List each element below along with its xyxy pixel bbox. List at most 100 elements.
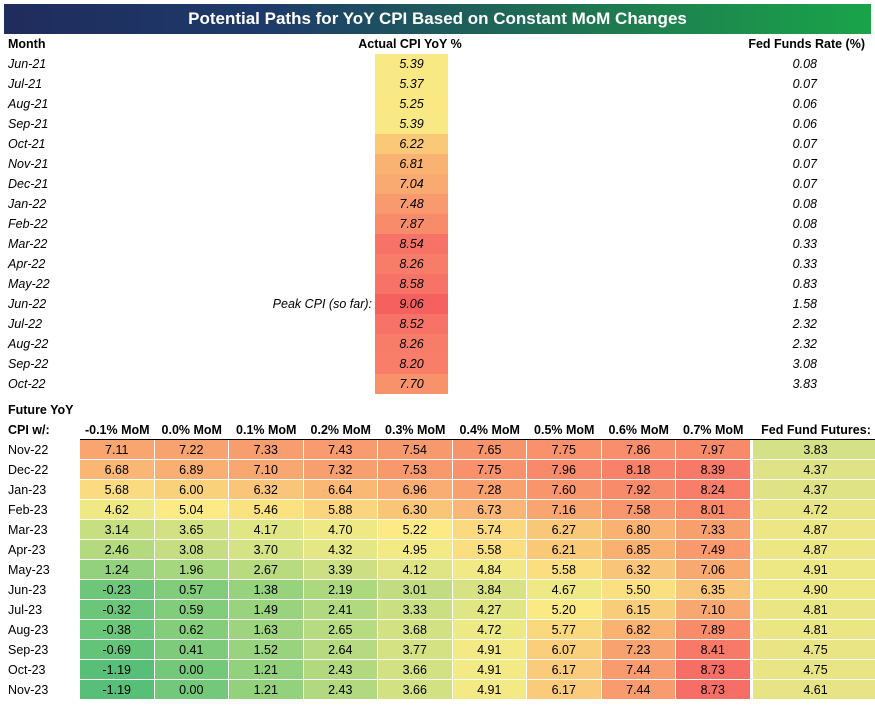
projected-cpi-cell: 3.84 <box>452 580 527 600</box>
projected-cpi-cell: 1.21 <box>229 680 304 700</box>
projected-cpi-cell: 7.32 <box>303 460 378 480</box>
projected-cpi-cell: 0.62 <box>154 620 229 640</box>
fed-funds-cell: 0.07 <box>792 137 817 151</box>
projected-cpi-cell: 6.21 <box>527 540 602 560</box>
projected-cpi-cell: 5.68 <box>80 480 155 500</box>
projected-cpi-cell: 6.17 <box>527 680 602 700</box>
actual-cpi-cell: 8.26 <box>375 334 448 354</box>
projected-cpi-cell: 5.50 <box>601 580 676 600</box>
projected-cpi-cell: 3.66 <box>378 680 453 700</box>
projected-cpi-cell: 1.21 <box>229 660 304 680</box>
projected-cpi-cell: 8.01 <box>676 500 751 520</box>
month-cell: Jul-22 <box>8 317 43 331</box>
table-row: Feb-22 7.87 0.08 <box>0 214 875 234</box>
fed-funds-cell: 2.32 <box>792 317 817 331</box>
actual-cpi-cell: 9.06 <box>375 294 448 314</box>
projected-cpi-cell: 7.89 <box>676 620 751 640</box>
projected-cpi-cell: 4.91 <box>452 640 527 660</box>
month-cell: Nov-23 <box>8 683 49 697</box>
mom-column-header: 0.1% MoM <box>236 423 297 437</box>
future-yoy-label: Future YoY <box>8 403 74 417</box>
projected-cpi-cell: 1.24 <box>80 560 155 580</box>
projected-cpi-cell: -0.23 <box>80 580 155 600</box>
projected-cpi-cell: 6.15 <box>601 600 676 620</box>
projected-cpi-cell: 6.30 <box>378 500 453 520</box>
projected-cpi-cell: 7.54 <box>378 440 453 460</box>
projected-cpi-cell: 5.46 <box>229 500 304 520</box>
actual-cpi-cell: 7.48 <box>375 194 448 214</box>
projected-cpi-cell: 7.43 <box>303 440 378 460</box>
projected-cpi-cell: 6.32 <box>229 480 304 500</box>
month-cell: Jun-22 <box>8 297 47 311</box>
table-row: Oct-23 -1.19 0.00 1.21 2.43 3.66 4.91 6.17 7.44 8… <box>0 660 875 680</box>
fed-fund-futures-cell: 4.91 <box>752 560 875 580</box>
fed-fund-futures-cell: 4.37 <box>752 460 875 480</box>
mom-column-header: 0.4% MoM <box>459 423 520 437</box>
projected-cpi-cell: 6.73 <box>452 500 527 520</box>
fed-funds-cell: 0.83 <box>792 277 817 291</box>
mom-column-header: 0.3% MoM <box>385 423 446 437</box>
projected-cpi-cell: 7.75 <box>527 440 602 460</box>
projected-cpi-cell: 8.18 <box>601 460 676 480</box>
projected-cpi-cell: 0.59 <box>154 600 229 620</box>
fed-fund-futures-cell: 4.90 <box>752 580 875 600</box>
fed-fund-futures-cell: 4.81 <box>752 620 875 640</box>
fed-funds-cell: 0.07 <box>792 77 817 91</box>
actual-cpi-cell: 8.58 <box>375 274 448 294</box>
table-row: May-22 8.58 0.83 <box>0 274 875 294</box>
actual-cpi-cell: 8.52 <box>375 314 448 334</box>
projected-cpi-cell: 6.85 <box>601 540 676 560</box>
actual-cpi-header: Actual CPI YoY % <box>358 37 462 51</box>
projected-cpi-cell: 0.00 <box>154 680 229 700</box>
fed-funds-header: Fed Funds Rate (%) <box>748 37 865 51</box>
actual-cpi-cell: 5.37 <box>375 74 448 94</box>
fed-funds-cell: 0.33 <box>792 257 817 271</box>
projected-cpi-cell: 7.97 <box>676 440 751 460</box>
month-cell: Apr-22 <box>8 257 46 271</box>
table-row: Oct-21 6.22 0.07 <box>0 134 875 154</box>
table-row: Sep-23 -0.69 0.41 1.52 2.64 3.77 4.91 6.07 7.23 8… <box>0 640 875 660</box>
projected-cpi-cell: -0.38 <box>80 620 155 640</box>
actual-cpi-cell: 8.54 <box>375 234 448 254</box>
projected-cpi-cell: 4.27 <box>452 600 527 620</box>
projected-cpi-cell: 7.44 <box>601 660 676 680</box>
projected-cpi-cell: 1.49 <box>229 600 304 620</box>
cpi-with-label: CPI w/: <box>8 423 50 437</box>
actual-cpi-cell: 5.25 <box>375 94 448 114</box>
fed-funds-cell: 0.08 <box>792 57 817 71</box>
table-row: Mar-23 3.14 3.65 4.17 4.70 5.22 5.74 6.27 6.80 7.… <box>0 520 875 540</box>
month-cell: Jan-22 <box>8 197 47 211</box>
table-row: Aug-23 -0.38 0.62 1.63 2.65 3.68 4.72 5.77 6.82 7… <box>0 620 875 640</box>
table-row: Aug-22 8.26 2.32 <box>0 334 875 354</box>
actual-cpi-cell: 6.22 <box>375 134 448 154</box>
month-cell: Feb-22 <box>8 217 48 231</box>
actual-cpi-cell: 5.39 <box>375 114 448 134</box>
month-cell: Oct-23 <box>8 663 46 677</box>
projected-cpi-cell: 7.86 <box>601 440 676 460</box>
projected-cpi-cell: 2.41 <box>303 600 378 620</box>
projected-cpi-cell: 7.10 <box>676 600 751 620</box>
projected-cpi-cell: 8.73 <box>676 660 751 680</box>
projected-cpi-cell: 3.65 <box>154 520 229 540</box>
actual-cpi-cell: 8.26 <box>375 254 448 274</box>
projected-cpi-cell: 4.70 <box>303 520 378 540</box>
table-row: Jul-23 -0.32 0.59 1.49 2.41 3.33 4.27 5.20 6.15 7… <box>0 600 875 620</box>
projected-cpi-cell: 3.66 <box>378 660 453 680</box>
month-cell: Oct-21 <box>8 137 46 151</box>
fed-fund-futures-cell: 4.81 <box>752 600 875 620</box>
projected-cpi-cell: 7.11 <box>80 440 155 460</box>
mom-column-header: 0.2% MoM <box>310 423 371 437</box>
fed-funds-cell: 0.06 <box>792 97 817 111</box>
table-row: Nov-22 7.11 7.22 7.33 7.43 7.54 7.65 7.75 7.86 7.… <box>0 440 875 460</box>
projected-cpi-cell: 3.77 <box>378 640 453 660</box>
table-row: Nov-21 6.81 0.07 <box>0 154 875 174</box>
peak-cpi-label: Peak CPI (so far): <box>272 297 372 311</box>
fed-funds-cell: 0.07 <box>792 157 817 171</box>
projected-cpi-cell: 2.46 <box>80 540 155 560</box>
month-cell: Aug-23 <box>8 623 49 637</box>
month-cell: Oct-22 <box>8 377 46 391</box>
fed-fund-futures-cell: 4.37 <box>752 480 875 500</box>
projected-cpi-cell: 6.27 <box>527 520 602 540</box>
month-cell: Nov-21 <box>8 157 49 171</box>
future-column-headers: -0.1% MoM 0.0% MoM 0.1% MoM 0.2% MoM 0.3% Mo… <box>0 420 875 440</box>
